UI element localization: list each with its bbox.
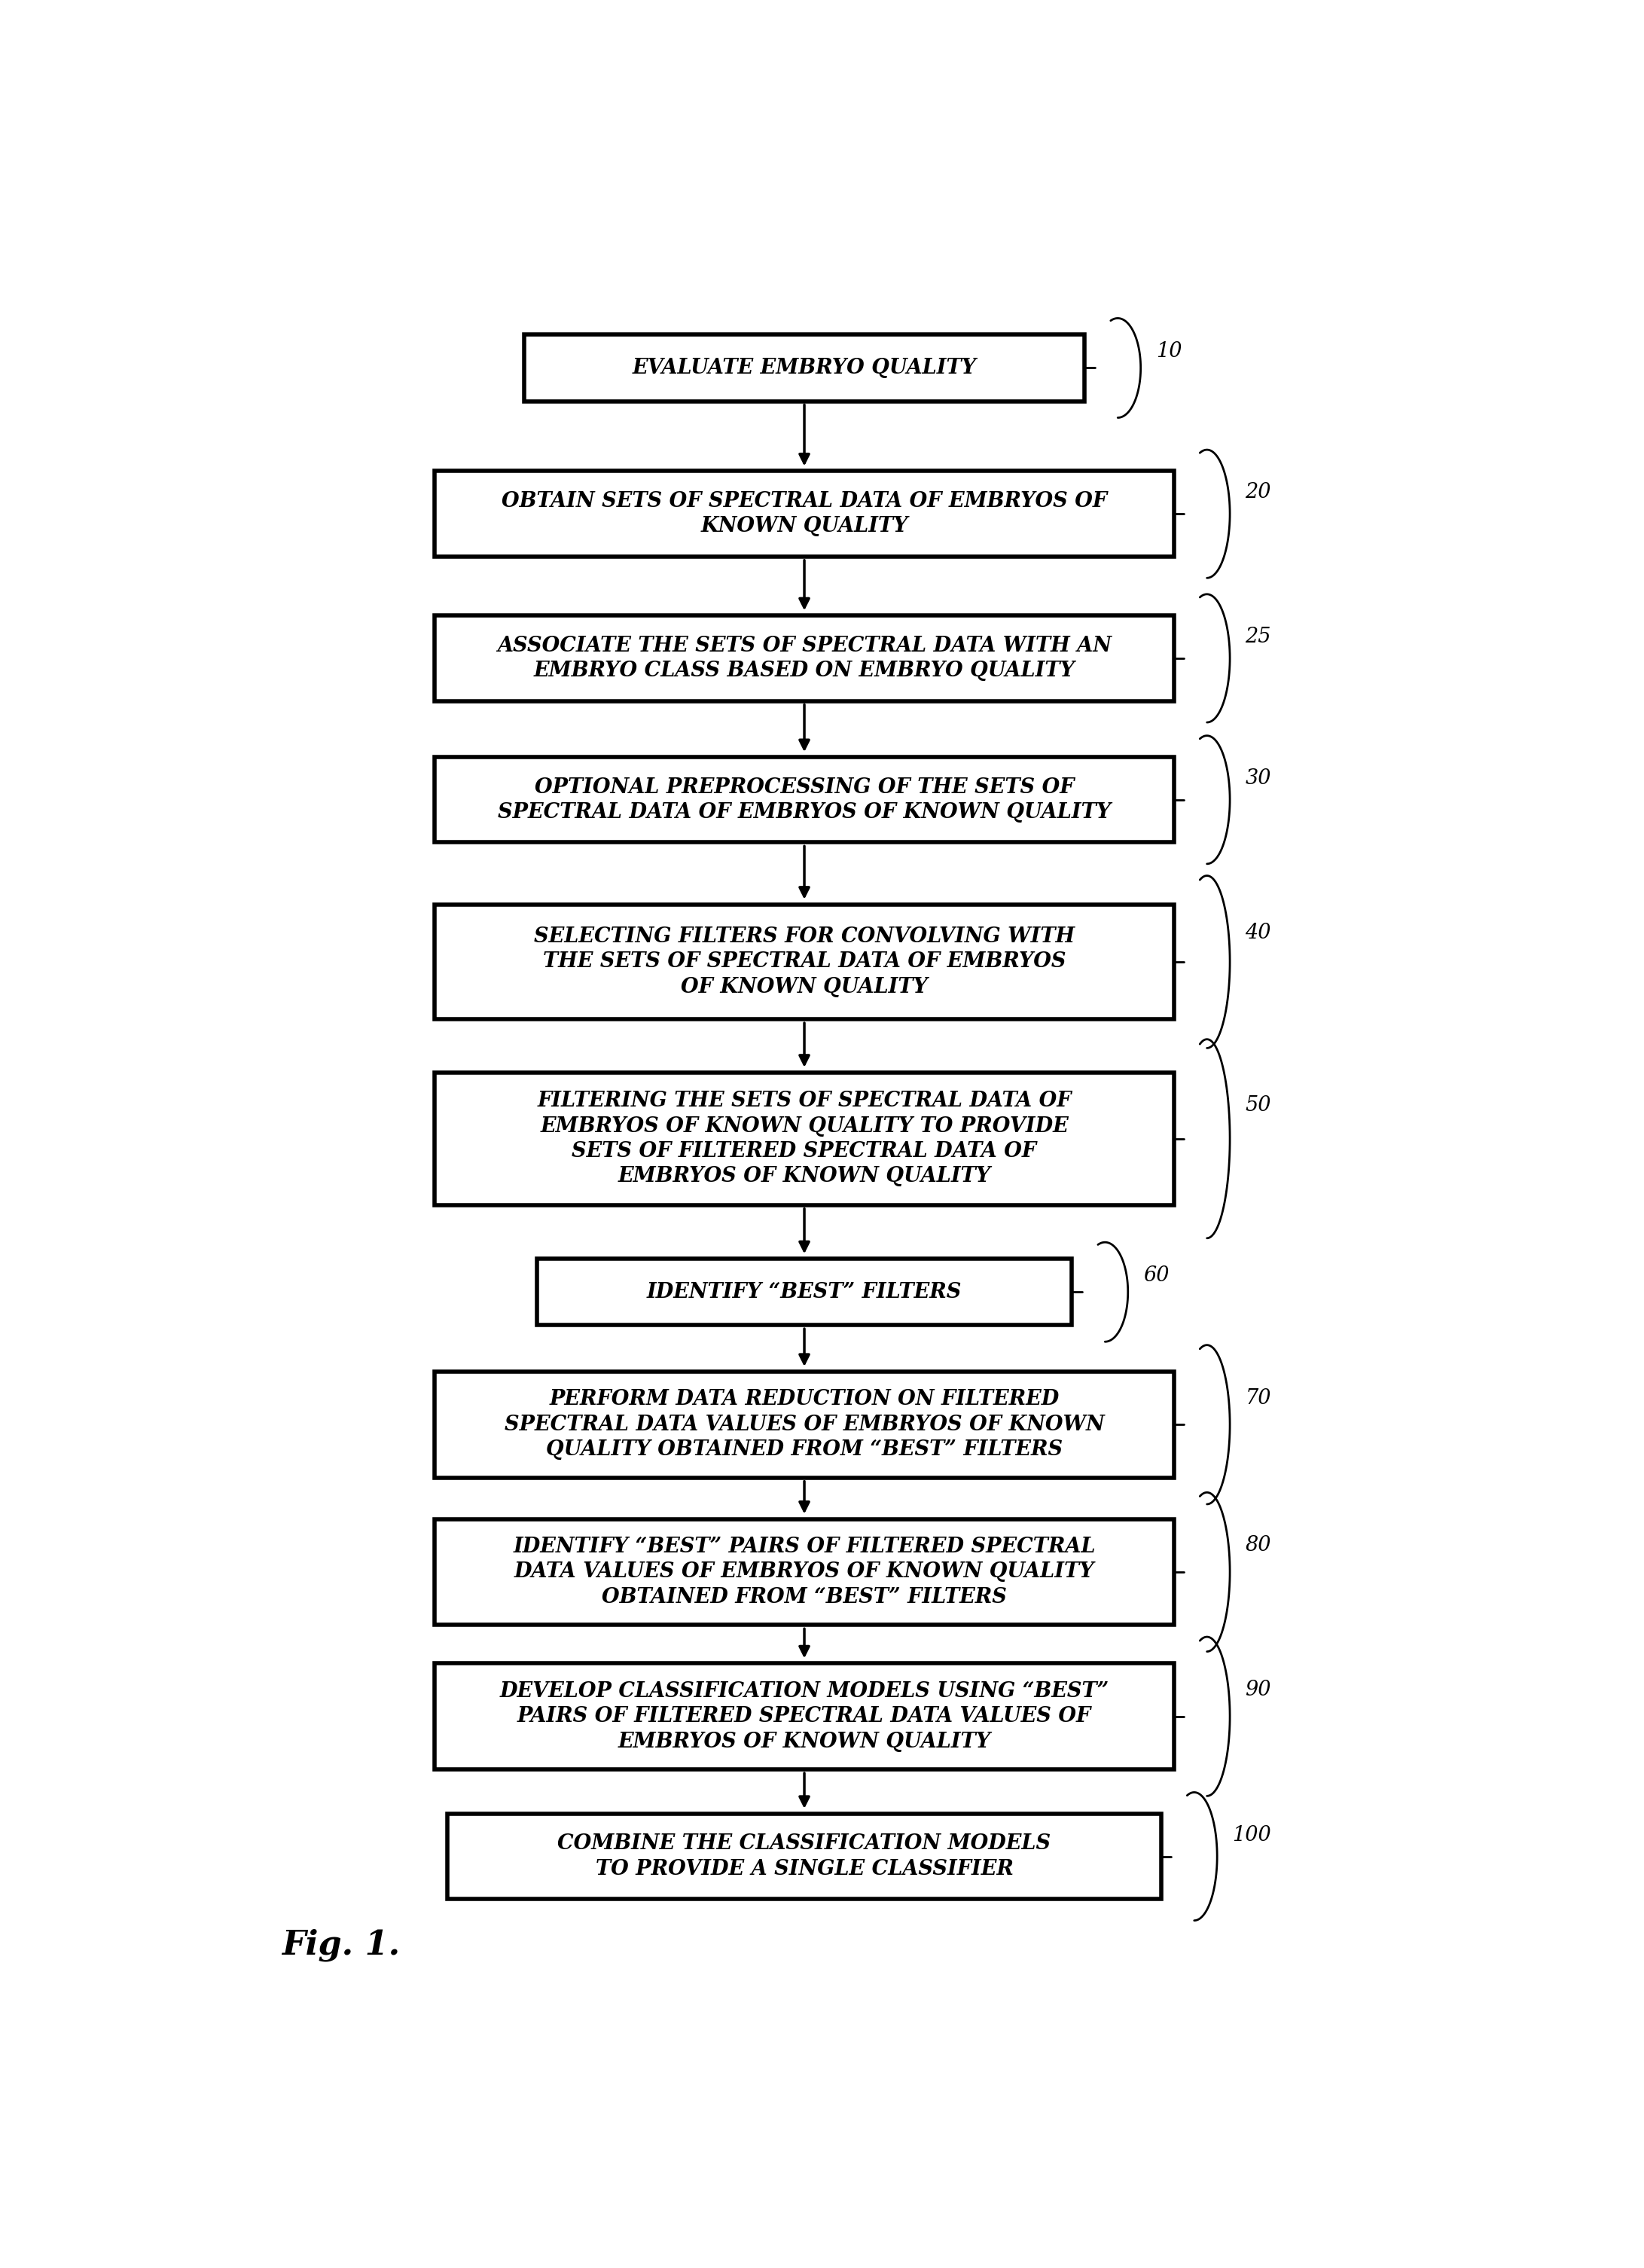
Text: 30: 30 (1245, 769, 1271, 789)
Bar (434, 1520, 1174, 1626)
Text: OPTIONAL PREPROCESSING OF THE SETS OF
SPECTRAL DATA OF EMBRYOS OF KNOWN QUALITY: OPTIONAL PREPROCESSING OF THE SETS OF SP… (498, 778, 1111, 823)
Text: 25: 25 (1245, 626, 1271, 646)
Bar (434, 758, 1174, 841)
Text: 100: 100 (1233, 1826, 1271, 1846)
Text: FILTERING THE SETS OF SPECTRAL DATA OF
EMBRYOS OF KNOWN QUALITY TO PROVIDE
SETS : FILTERING THE SETS OF SPECTRAL DATA OF E… (538, 1091, 1072, 1186)
Bar (434, 1372, 1174, 1479)
Text: 90: 90 (1245, 1681, 1271, 1701)
Text: Fig. 1.: Fig. 1. (283, 1928, 399, 1962)
Text: 70: 70 (1245, 1388, 1271, 1408)
Bar (434, 905, 1174, 1018)
Text: 60: 60 (1143, 1266, 1169, 1286)
Bar (434, 615, 1174, 701)
Bar (434, 1073, 1174, 1204)
Text: OBTAIN SETS OF SPECTRAL DATA OF EMBRYOS OF
KNOWN QUALITY: OBTAIN SETS OF SPECTRAL DATA OF EMBRYOS … (501, 492, 1106, 538)
Text: EVALUATE EMBRYO QUALITY: EVALUATE EMBRYO QUALITY (633, 358, 977, 379)
Text: 10: 10 (1156, 340, 1182, 361)
Bar (447, 1814, 1161, 1898)
Bar (536, 1259, 1072, 1325)
Text: ASSOCIATE THE SETS OF SPECTRAL DATA WITH AN
EMBRYO CLASS BASED ON EMBRYO QUALITY: ASSOCIATE THE SETS OF SPECTRAL DATA WITH… (496, 635, 1111, 680)
Text: PERFORM DATA REDUCTION ON FILTERED
SPECTRAL DATA VALUES OF EMBRYOS OF KNOWN
QUAL: PERFORM DATA REDUCTION ON FILTERED SPECT… (505, 1390, 1105, 1461)
Text: 80: 80 (1245, 1535, 1271, 1556)
Bar (434, 1662, 1174, 1769)
Text: COMBINE THE CLASSIFICATION MODELS
TO PROVIDE A SINGLE CLASSIFIER: COMBINE THE CLASSIFICATION MODELS TO PRO… (557, 1835, 1051, 1880)
Text: 50: 50 (1245, 1095, 1271, 1116)
Text: SELECTING FILTERS FOR CONVOLVING WITH
THE SETS OF SPECTRAL DATA OF EMBRYOS
OF KN: SELECTING FILTERS FOR CONVOLVING WITH TH… (534, 928, 1075, 998)
Text: 40: 40 (1245, 923, 1271, 943)
Text: DEVELOP CLASSIFICATION MODELS USING “BEST”
PAIRS OF FILTERED SPECTRAL DATA VALUE: DEVELOP CLASSIFICATION MODELS USING “BES… (500, 1681, 1110, 1751)
Text: IDENTIFY “BEST” PAIRS OF FILTERED SPECTRAL
DATA VALUES OF EMBRYOS OF KNOWN QUALI: IDENTIFY “BEST” PAIRS OF FILTERED SPECTR… (513, 1538, 1095, 1608)
Text: IDENTIFY “BEST” FILTERS: IDENTIFY “BEST” FILTERS (646, 1281, 962, 1302)
Text: 20: 20 (1245, 483, 1271, 503)
Bar (434, 472, 1174, 556)
Bar (524, 336, 1085, 401)
